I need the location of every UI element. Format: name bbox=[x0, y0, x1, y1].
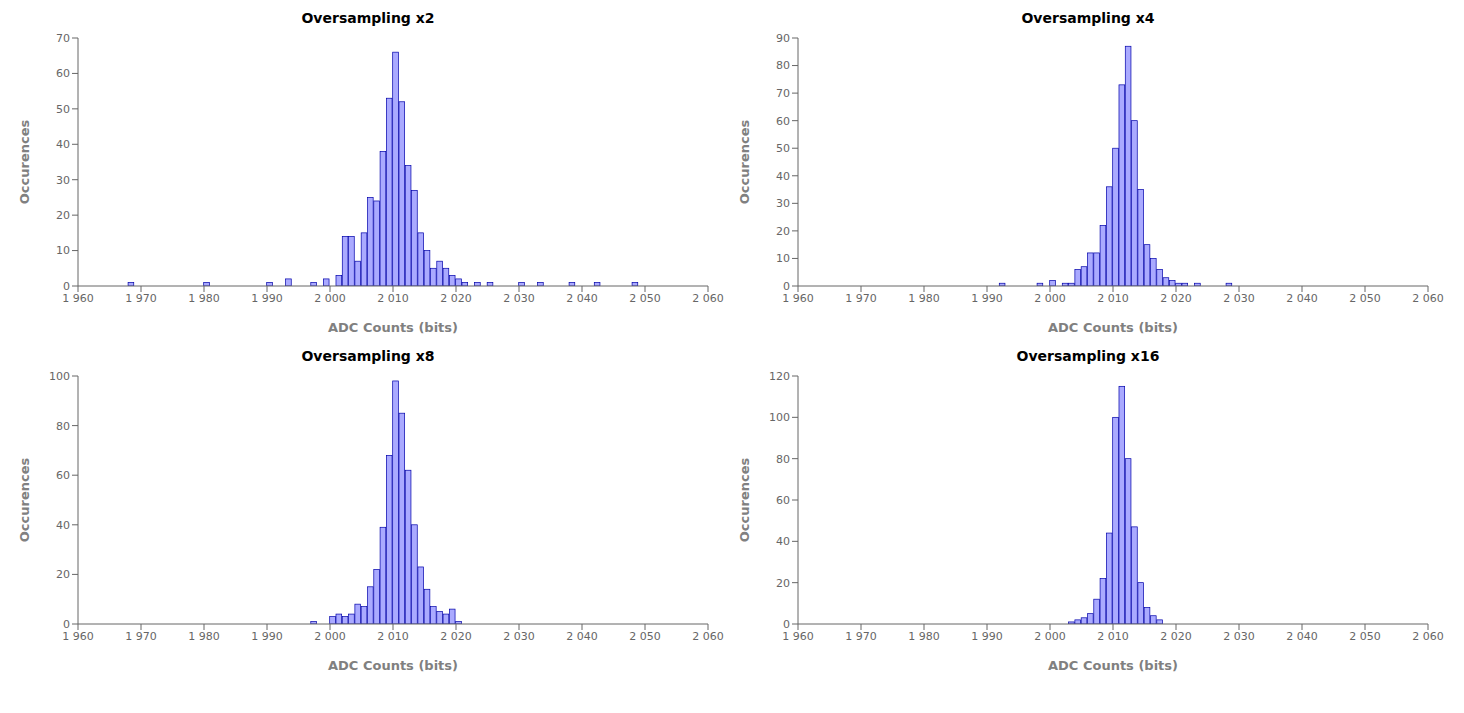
svg-text:20: 20 bbox=[776, 225, 790, 238]
svg-text:1 970: 1 970 bbox=[845, 292, 877, 305]
svg-text:2 050: 2 050 bbox=[629, 630, 661, 643]
svg-text:1 960: 1 960 bbox=[782, 292, 814, 305]
svg-text:2 020: 2 020 bbox=[440, 630, 472, 643]
svg-text:70: 70 bbox=[776, 87, 790, 100]
html-text:Oversampling x8: Oversampling x8 bbox=[301, 348, 435, 364]
svg-text:2 030: 2 030 bbox=[503, 630, 535, 643]
svg-text:1 980: 1 980 bbox=[188, 292, 220, 305]
svg-text:Occurences: Occurences bbox=[17, 120, 32, 205]
svg-text:50: 50 bbox=[776, 142, 790, 155]
svg-text:50: 50 bbox=[56, 103, 70, 116]
svg-text:80: 80 bbox=[776, 453, 790, 466]
svg-text:ADC Counts (bits): ADC Counts (bits) bbox=[328, 320, 458, 335]
html-text:Oversampling x4: Oversampling x4 bbox=[1021, 10, 1155, 26]
svg-text:0: 0 bbox=[783, 618, 790, 631]
html-text:Oversampling x16: Oversampling x16 bbox=[1016, 348, 1160, 364]
svg-text:2 030: 2 030 bbox=[1223, 292, 1255, 305]
svg-text:2 050: 2 050 bbox=[1349, 630, 1381, 643]
svg-text:2 040: 2 040 bbox=[566, 292, 598, 305]
svg-text:1 990: 1 990 bbox=[251, 292, 283, 305]
svg-text:10: 10 bbox=[56, 244, 70, 257]
svg-text:100: 100 bbox=[769, 411, 790, 424]
svg-text:2 020: 2 020 bbox=[1160, 630, 1192, 643]
svg-text:1 980: 1 980 bbox=[908, 630, 940, 643]
svg-text:Occurences: Occurences bbox=[737, 458, 752, 543]
svg-text:Occurences: Occurences bbox=[737, 120, 752, 205]
svg-text:2 060: 2 060 bbox=[1412, 292, 1444, 305]
svg-text:Occurences: Occurences bbox=[17, 458, 32, 543]
svg-text:2 000: 2 000 bbox=[1034, 630, 1066, 643]
svg-text:20: 20 bbox=[56, 568, 70, 581]
svg-text:2 060: 2 060 bbox=[692, 630, 724, 643]
html-text:Oversampling x2: Oversampling x2 bbox=[301, 10, 435, 26]
svg-text:2 040: 2 040 bbox=[566, 630, 598, 643]
svg-text:2 020: 2 020 bbox=[1160, 292, 1192, 305]
svg-text:60: 60 bbox=[776, 494, 790, 507]
svg-text:40: 40 bbox=[56, 519, 70, 532]
svg-text:2 010: 2 010 bbox=[377, 292, 409, 305]
svg-text:1 960: 1 960 bbox=[782, 630, 814, 643]
svg-text:60: 60 bbox=[56, 67, 70, 80]
svg-text:60: 60 bbox=[776, 115, 790, 128]
svg-text:0: 0 bbox=[63, 280, 70, 293]
svg-text:1 970: 1 970 bbox=[845, 630, 877, 643]
svg-text:40: 40 bbox=[776, 535, 790, 548]
svg-text:40: 40 bbox=[56, 138, 70, 151]
svg-text:2 010: 2 010 bbox=[377, 630, 409, 643]
svg-text:2 060: 2 060 bbox=[1412, 630, 1444, 643]
svg-text:30: 30 bbox=[56, 174, 70, 187]
svg-text:40: 40 bbox=[776, 170, 790, 183]
svg-text:2 000: 2 000 bbox=[314, 630, 346, 643]
svg-text:2 050: 2 050 bbox=[1349, 292, 1381, 305]
svg-text:0: 0 bbox=[63, 618, 70, 631]
svg-text:1 990: 1 990 bbox=[251, 630, 283, 643]
svg-text:100: 100 bbox=[49, 370, 70, 383]
svg-text:2 030: 2 030 bbox=[1223, 630, 1255, 643]
svg-text:1 970: 1 970 bbox=[125, 292, 157, 305]
svg-text:2 000: 2 000 bbox=[1034, 292, 1066, 305]
svg-text:2 030: 2 030 bbox=[503, 292, 535, 305]
svg-text:2 060: 2 060 bbox=[692, 292, 724, 305]
svg-text:2 040: 2 040 bbox=[1286, 292, 1318, 305]
svg-text:0: 0 bbox=[783, 280, 790, 293]
svg-text:2 000: 2 000 bbox=[314, 292, 346, 305]
svg-text:80: 80 bbox=[56, 420, 70, 433]
svg-text:2 010: 2 010 bbox=[1097, 630, 1129, 643]
svg-text:2 050: 2 050 bbox=[629, 292, 661, 305]
svg-text:ADC Counts (bits): ADC Counts (bits) bbox=[1048, 658, 1178, 673]
svg-text:20: 20 bbox=[776, 577, 790, 590]
svg-text:ADC Counts (bits): ADC Counts (bits) bbox=[1048, 320, 1178, 335]
svg-text:1 990: 1 990 bbox=[971, 292, 1003, 305]
svg-text:2 020: 2 020 bbox=[440, 292, 472, 305]
svg-text:90: 90 bbox=[776, 32, 790, 45]
svg-text:1 960: 1 960 bbox=[62, 630, 94, 643]
svg-text:80: 80 bbox=[776, 59, 790, 72]
svg-text:30: 30 bbox=[776, 197, 790, 210]
svg-text:1 970: 1 970 bbox=[125, 630, 157, 643]
svg-text:10: 10 bbox=[776, 252, 790, 265]
svg-text:ADC Counts (bits): ADC Counts (bits) bbox=[328, 658, 458, 673]
svg-text:1 980: 1 980 bbox=[188, 630, 220, 643]
svg-text:1 990: 1 990 bbox=[971, 630, 1003, 643]
svg-text:20: 20 bbox=[56, 209, 70, 222]
svg-text:120: 120 bbox=[769, 370, 790, 383]
svg-text:70: 70 bbox=[56, 32, 70, 45]
svg-text:1 980: 1 980 bbox=[908, 292, 940, 305]
svg-text:1 960: 1 960 bbox=[62, 292, 94, 305]
svg-text:2 040: 2 040 bbox=[1286, 630, 1318, 643]
svg-text:60: 60 bbox=[56, 469, 70, 482]
svg-text:2 010: 2 010 bbox=[1097, 292, 1129, 305]
